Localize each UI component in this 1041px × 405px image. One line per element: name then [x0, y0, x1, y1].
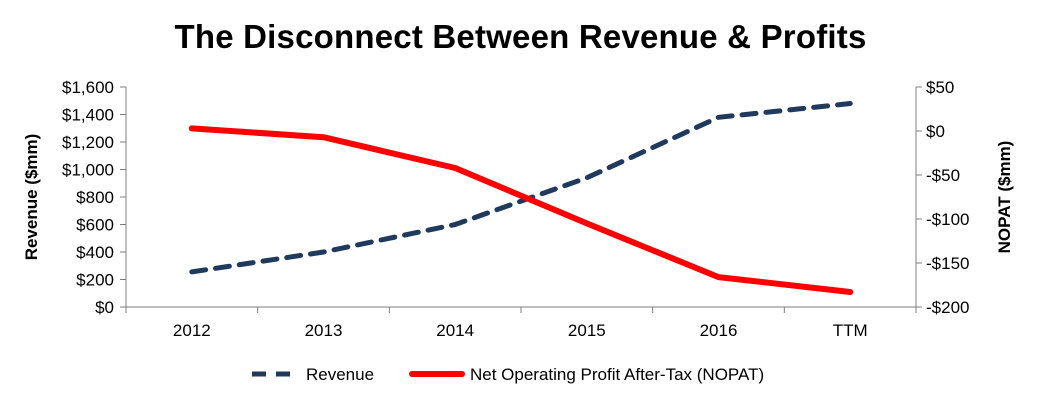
right-tick-label: -$150	[926, 254, 969, 273]
nopat-line	[188, 125, 854, 295]
left-tick-label: $1,400	[62, 106, 114, 125]
left-axis-title: Revenue ($mm)	[22, 134, 41, 261]
series-lines	[188, 101, 854, 295]
axes: $0 $200 $400 $600 $800 $1,000 $1,200 $1,400 $1,6…	[22, 78, 1014, 340]
x-tick-label: 2012	[173, 321, 211, 340]
left-tick-label: $1,200	[62, 133, 114, 152]
x-tick-label: TTM	[833, 321, 868, 340]
x-tick-label: 2016	[700, 321, 738, 340]
right-tick-label: -$50	[926, 166, 960, 185]
left-tick-label: $400	[76, 243, 114, 262]
left-tick-label: $1,600	[62, 78, 114, 97]
right-tick-label: -$100	[926, 210, 969, 229]
left-tick-label: $0	[95, 298, 114, 317]
revenue-line	[189, 101, 853, 275]
right-tick-label: $50	[926, 78, 954, 97]
left-tick-label: $800	[76, 188, 114, 207]
right-axis-title: NOPAT ($mm)	[995, 141, 1014, 254]
left-tick-label: $1,000	[62, 161, 114, 180]
x-tick-label: 2013	[305, 321, 343, 340]
left-tick-label: $200	[76, 271, 114, 290]
right-tick-label: $0	[926, 122, 945, 141]
legend-revenue-label: Revenue	[306, 365, 374, 384]
right-tick-label: -$200	[926, 298, 969, 317]
x-tick-label: 2015	[568, 321, 606, 340]
legend: Revenue Net Operating Profit After-Tax (N…	[252, 365, 764, 384]
left-tick-label: $600	[76, 216, 114, 235]
chart-title: The Disconnect Between Revenue & Profits	[174, 18, 867, 55]
legend-nopat-label: Net Operating Profit After-Tax (NOPAT)	[470, 365, 764, 384]
x-tick-label: 2014	[436, 321, 474, 340]
